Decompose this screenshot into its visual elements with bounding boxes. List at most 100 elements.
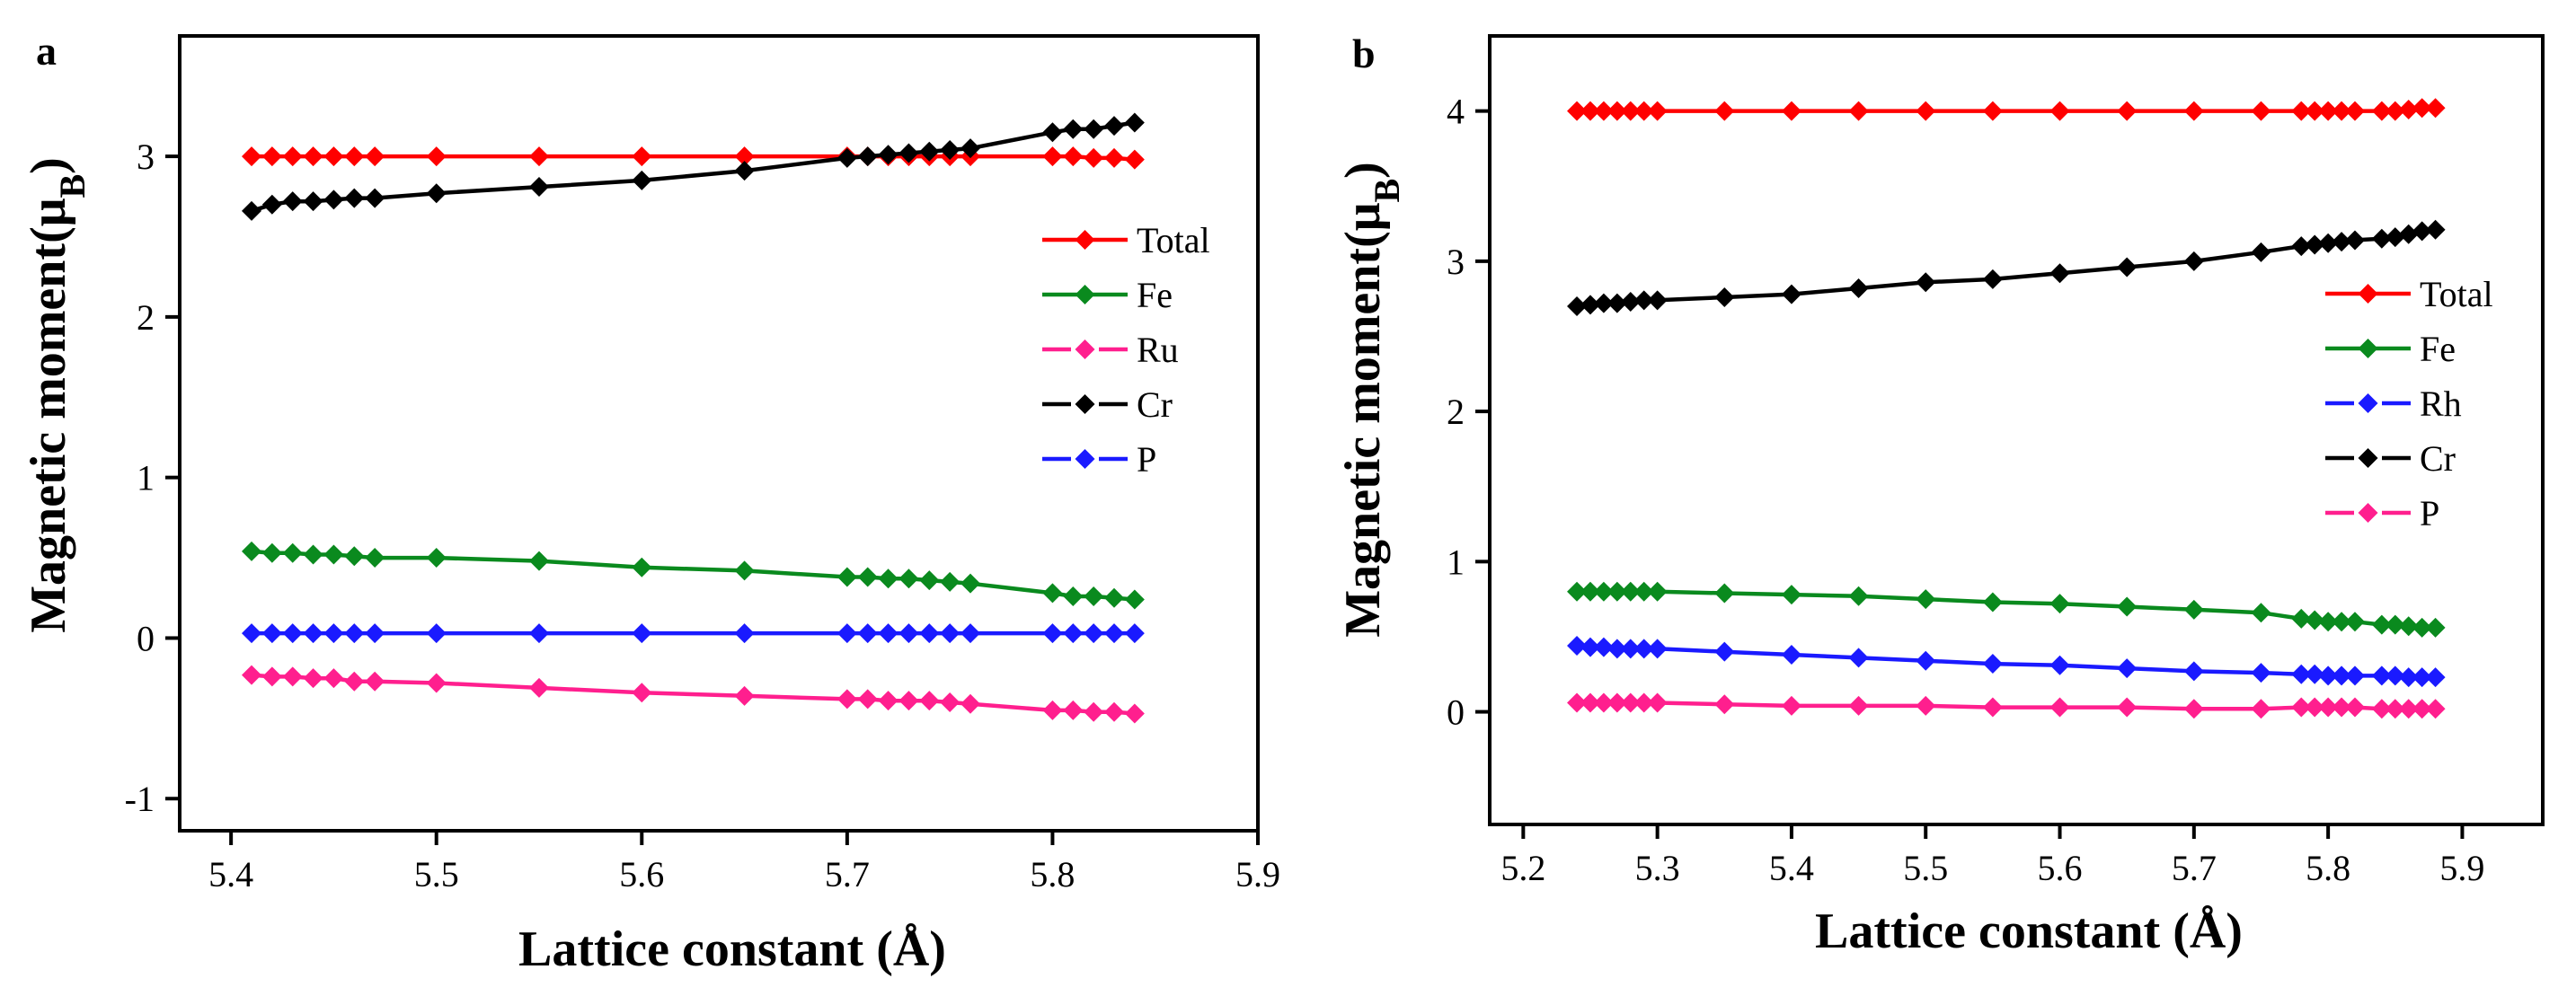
legend-marker [2358, 339, 2378, 358]
data-point-p [2318, 697, 2339, 718]
x-tick-label: 5.8 [1030, 854, 1075, 895]
data-point-fe [1104, 587, 1124, 608]
data-point-p [1647, 692, 1668, 713]
legend-label: Fe [1137, 275, 1173, 315]
data-point-ru [837, 689, 857, 710]
data-point-total [1781, 101, 1801, 121]
data-point-cr [282, 191, 303, 212]
data-point-fe [837, 567, 857, 587]
data-point-cr [2398, 224, 2419, 244]
x-tick-label: 5.3 [1635, 848, 1680, 888]
data-point-fe [2305, 610, 2325, 630]
series-fe [1567, 581, 2446, 638]
data-point-cr [940, 139, 960, 160]
y-tick-label: 0 [1447, 692, 1465, 733]
legend-label: P [2420, 493, 2439, 533]
data-point-total [2049, 101, 2070, 121]
data-point-rh [2412, 667, 2432, 688]
data-point-fe [857, 567, 878, 587]
data-point-ru [426, 673, 447, 693]
data-point-cr [1982, 269, 2003, 289]
data-point-fe [2425, 617, 2446, 638]
series-line-cr [1576, 227, 2436, 309]
data-point-ru [1063, 700, 1084, 720]
data-point-cr [2371, 228, 2392, 249]
legend-marker [1075, 394, 1095, 414]
data-point-total [2117, 101, 2138, 121]
data-point-cr [1714, 286, 1735, 307]
data-point-p [344, 623, 365, 644]
legend-item-fe: Fe [2325, 329, 2456, 369]
data-point-cr [2425, 219, 2446, 240]
data-point-total [2305, 101, 2325, 121]
data-point-p [837, 623, 857, 644]
data-point-ru [282, 666, 303, 687]
data-point-cr [837, 147, 857, 168]
legend-marker [2358, 284, 2378, 304]
data-point-p [2049, 697, 2070, 718]
data-point-cr [2183, 251, 2204, 271]
data-point-fe [529, 551, 549, 571]
x-tick-label: 5.7 [2172, 848, 2217, 888]
data-point-ru [899, 691, 919, 711]
data-point-total [1982, 101, 2003, 121]
data-point-total [1633, 101, 1654, 121]
data-point-fe [1567, 581, 1588, 602]
data-point-fe [282, 542, 303, 563]
y-axis-title-main-a: Magnetic moment(μ [21, 198, 76, 633]
data-point-total [1042, 146, 1063, 167]
data-point-cr [734, 161, 755, 181]
y-tick-label: 3 [137, 137, 155, 177]
legend-marker [1075, 339, 1095, 359]
y-tick-label: 0 [137, 618, 155, 658]
data-point-cr [1580, 295, 1600, 315]
x-tick-label: 5.4 [208, 854, 253, 895]
data-point-cr [1042, 122, 1063, 143]
data-point-fe [2412, 617, 2432, 638]
data-point-p [878, 623, 899, 644]
legend-label: Cr [1137, 384, 1173, 425]
series-cr [1567, 219, 2446, 317]
data-point-rh [2385, 665, 2405, 686]
data-point-fe [1714, 583, 1735, 604]
data-point-fe [734, 560, 755, 581]
data-point-total [261, 146, 282, 167]
data-point-cr [899, 143, 919, 163]
data-point-fe [1633, 581, 1654, 602]
x-tick-label: 5.9 [1235, 854, 1280, 895]
data-point-p [303, 623, 323, 644]
data-point-p [2371, 699, 2392, 719]
data-point-total [2251, 101, 2271, 121]
data-point-ru [242, 665, 261, 685]
data-point-cr [960, 138, 980, 159]
data-point-fe [344, 546, 365, 567]
data-point-p [2412, 699, 2432, 719]
x-tick-label: 5.4 [1769, 848, 1814, 888]
legend-label: Total [1137, 220, 1210, 260]
data-point-rh [1580, 637, 1600, 657]
y-axis-title-a: Magnetic moment(μB) [21, 157, 93, 633]
data-point-total [303, 146, 323, 167]
data-point-p [529, 623, 549, 644]
data-point-rh [1620, 639, 1641, 659]
data-point-fe [1781, 585, 1801, 605]
data-point-cr [1647, 290, 1668, 311]
legend-item-ru: Ru [1042, 330, 1179, 370]
data-point-p [1567, 692, 1588, 713]
y-tick-label: 2 [1447, 392, 1465, 432]
data-point-p [734, 623, 755, 644]
data-point-rh [2305, 664, 2325, 684]
data-point-cr [344, 188, 365, 208]
data-point-total [1104, 147, 1124, 168]
data-point-p [1063, 623, 1084, 644]
data-point-fe [242, 541, 261, 561]
data-point-p [2291, 697, 2312, 718]
data-point-cr [1104, 116, 1124, 137]
data-point-fe [426, 548, 447, 569]
legend-item-p: P [2325, 493, 2439, 533]
x-tick-label: 5.8 [2306, 848, 2350, 888]
data-point-p [1916, 695, 1936, 716]
y-tick-label: -1 [125, 779, 155, 819]
data-point-total [323, 146, 344, 167]
data-point-p [960, 623, 980, 644]
